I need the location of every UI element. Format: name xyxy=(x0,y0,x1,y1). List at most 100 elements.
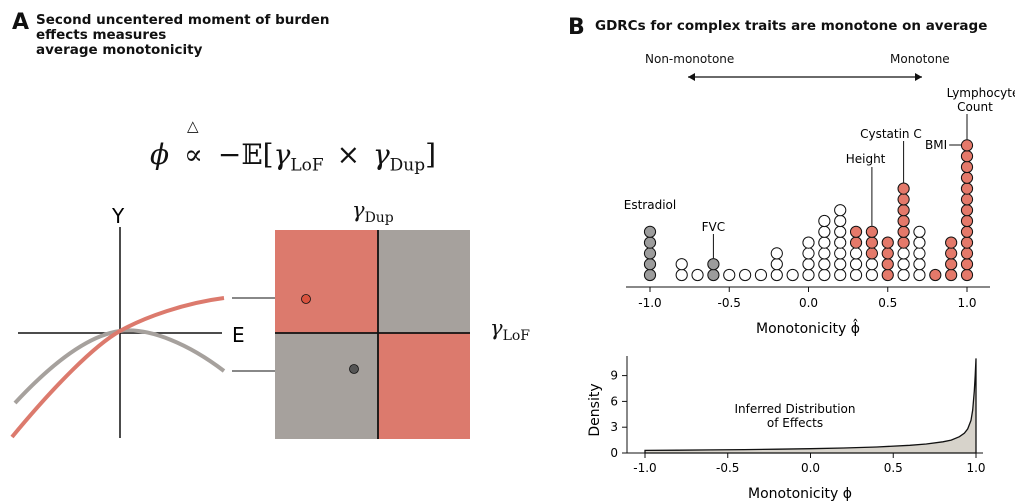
dot-point xyxy=(739,268,752,282)
non-monotone-label: Non-monotone xyxy=(645,52,735,66)
panel-b-title: GDRCs for complex traits are monotone on… xyxy=(595,18,988,34)
quadrant-bottom-left xyxy=(275,333,378,439)
density-x-tick-label: -0.5 xyxy=(716,461,739,475)
density-annotation-line2: of Effects xyxy=(767,416,823,430)
formula-gamma-lof: γ xyxy=(273,138,291,171)
density-y-tick-label: 3 xyxy=(610,420,618,434)
dot-point xyxy=(865,268,878,282)
dot-point xyxy=(707,268,720,282)
dot-point xyxy=(945,268,958,282)
quadrant-top-left xyxy=(275,230,378,333)
dot-annotation-label: Lymphocyte xyxy=(947,86,1015,100)
gamma-dup-symbol: γ xyxy=(352,198,365,222)
formula-phi: ϕ xyxy=(150,138,170,171)
red-point xyxy=(301,294,311,304)
panel-a-diagram: Y E xyxy=(10,204,470,439)
density-y-tick-label: 9 xyxy=(610,369,618,383)
dot-point xyxy=(707,258,720,271)
gamma-lof-symbol: γ xyxy=(490,316,503,340)
dot-point xyxy=(834,258,847,271)
dot-annotation-label: Cystatin C xyxy=(860,127,922,141)
dot-point xyxy=(849,225,863,238)
dot-point xyxy=(802,236,815,249)
dot-point xyxy=(643,268,657,282)
dot-plot-points xyxy=(643,139,974,282)
dot-point xyxy=(865,247,878,260)
dot-point xyxy=(960,258,974,271)
density-x-tick-label: 0.5 xyxy=(884,461,903,475)
dot-point xyxy=(770,247,783,260)
dot-point xyxy=(881,268,894,282)
dot-point xyxy=(897,193,910,206)
curve-y-label: Y xyxy=(111,204,125,228)
dot-x-tick-label: 1.0 xyxy=(957,296,976,310)
dot-point xyxy=(818,225,831,238)
dot-plot-x-label: Monotonicity ϕ̂ xyxy=(756,318,860,337)
dot-point xyxy=(818,236,831,249)
formula-lof-sub: LoF xyxy=(290,155,324,176)
monotonicity-formula: ϕ △ ∝ −𝔼[γLoF × γDup] xyxy=(150,117,436,176)
dot-x-tick-label: -0.5 xyxy=(718,296,741,310)
gray-point xyxy=(349,364,359,374)
dot-point xyxy=(643,247,657,260)
dot-point xyxy=(960,214,974,228)
dot-point xyxy=(849,236,863,249)
dot-point xyxy=(834,214,847,228)
dot-point xyxy=(929,268,942,282)
curve-x-label: E xyxy=(232,323,245,347)
dot-point xyxy=(960,247,974,260)
dot-x-tick-label: 0.0 xyxy=(799,296,818,310)
panel-a-letter: A xyxy=(12,10,30,35)
dot-point xyxy=(913,236,926,249)
formula-proportional: ∝ xyxy=(184,138,203,171)
dot-point xyxy=(770,268,783,282)
dot-point xyxy=(865,258,878,271)
density-y-tick-label: 6 xyxy=(610,394,618,408)
monotone-label: Monotone xyxy=(890,52,950,66)
dot-point xyxy=(802,258,815,271)
dot-point xyxy=(770,258,783,271)
dot-point xyxy=(675,268,688,282)
density-annotation-line1: Inferred Distribution xyxy=(735,402,856,416)
density-x-tick-label: 1.0 xyxy=(966,461,985,475)
dot-annotation-label: Count xyxy=(957,100,993,114)
panel-a-title: Second uncentered moment of burden effec… xyxy=(36,13,376,58)
dot-point xyxy=(960,193,974,206)
dot-point xyxy=(818,268,831,282)
formula-dup-sub: Dup xyxy=(389,155,426,176)
gamma-lof-sub: LoF xyxy=(502,328,531,345)
dot-point xyxy=(754,268,768,282)
formula-times: × xyxy=(336,138,361,171)
dot-point xyxy=(945,247,958,260)
quadrant-top-right xyxy=(378,230,470,333)
dot-point xyxy=(897,236,910,249)
monotone-curve xyxy=(10,296,225,439)
dot-point xyxy=(834,204,847,217)
dot-point xyxy=(865,225,878,238)
dot-point xyxy=(960,236,974,249)
density-area xyxy=(644,358,977,454)
gamma-lof-label: γLoF xyxy=(490,316,530,344)
dot-point xyxy=(834,225,847,238)
dot-plot-ticks: -1.0 -0.5 0.0 0.5 1.0 xyxy=(638,287,977,310)
dot-x-tick-label: 0.5 xyxy=(878,296,897,310)
dot-point xyxy=(913,258,926,271)
dot-point xyxy=(643,225,657,238)
dot-point xyxy=(881,236,894,249)
dot-point xyxy=(643,258,657,271)
panel-a-title-line2: average monotonicity xyxy=(36,42,203,58)
dot-point xyxy=(897,268,910,282)
density-x-label: Monotonicity ϕ xyxy=(748,486,852,502)
dot-point xyxy=(865,236,878,249)
dot-point xyxy=(849,247,863,260)
formula-expectation: −𝔼[ xyxy=(217,138,274,171)
dot-point xyxy=(881,258,894,271)
density-y-label: Density xyxy=(587,383,603,436)
dot-point xyxy=(802,268,815,282)
density-x-tick-label: 0.0 xyxy=(801,461,820,475)
density-plot: 0 3 6 9 -1.0 -0.5 0.0 0.5 1.0 Inferred Distribu… xyxy=(587,356,986,502)
direction-arrowhead-right xyxy=(915,73,922,81)
dot-annotation-label: BMI xyxy=(925,138,947,152)
direction-arrow xyxy=(688,73,922,81)
dot-point xyxy=(818,258,831,271)
